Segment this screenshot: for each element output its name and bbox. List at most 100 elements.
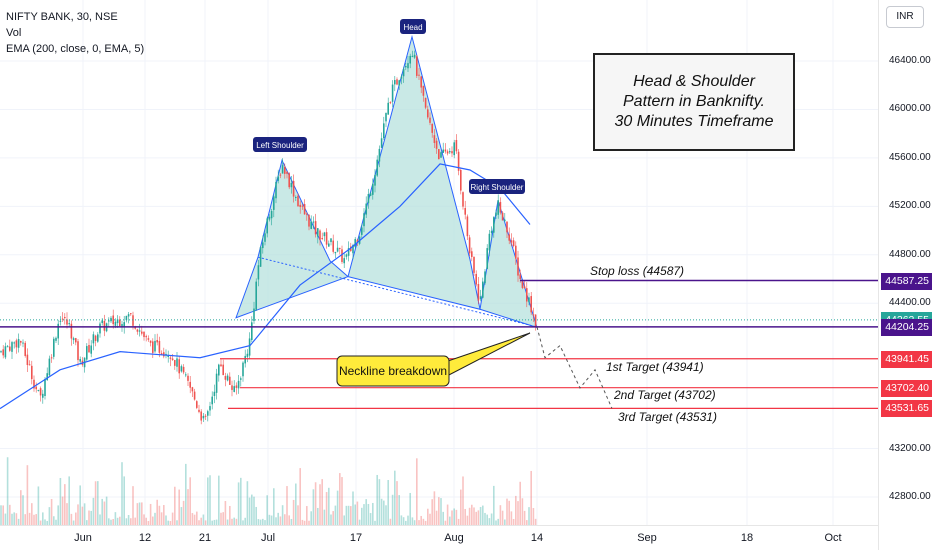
candle-body (506, 221, 508, 233)
candle-body (341, 249, 343, 262)
candle-body (389, 102, 392, 104)
candle-body (462, 192, 464, 207)
candle-body (519, 274, 521, 280)
volume-bar (416, 458, 418, 525)
candle-body (279, 174, 282, 176)
volume-bar (512, 518, 515, 525)
volume-bar (528, 507, 530, 525)
volume-bar (202, 514, 205, 525)
volume-bar (332, 511, 334, 525)
volume-bar (510, 511, 513, 525)
volume-bar (99, 514, 101, 525)
candle-body (314, 221, 317, 235)
svg-text:Left Shoulder: Left Shoulder (256, 141, 304, 150)
candle-body (493, 217, 495, 233)
volume-bar (376, 474, 378, 525)
volume-bar (46, 520, 48, 525)
candle-body (378, 148, 381, 162)
volume-bar (402, 517, 405, 525)
volume-bar (53, 516, 55, 525)
candle-body (495, 212, 497, 216)
volume-bar (347, 505, 350, 525)
candle-body (163, 352, 165, 357)
volume-bar (279, 516, 282, 525)
candle-body (383, 123, 385, 139)
candle-body (189, 381, 191, 388)
volume-bar (55, 519, 57, 525)
volume-bar (259, 519, 262, 525)
candle-body (11, 342, 13, 352)
candle-body (176, 358, 178, 367)
candle-body (455, 139, 458, 152)
volume-bar (440, 498, 442, 525)
volume-bar (449, 516, 451, 525)
candle-body (99, 323, 101, 334)
volume-bar (26, 465, 29, 525)
volume-bar (431, 499, 433, 525)
volume-bar (218, 475, 220, 525)
volume-bar (490, 513, 493, 525)
volume-bar (66, 503, 68, 525)
candles (0, 50, 537, 425)
volume-bar (171, 512, 174, 525)
volume-bar (424, 520, 427, 525)
candle-body (457, 151, 460, 171)
volume-bar (114, 512, 117, 525)
volume-indicator-label[interactable]: Vol (6, 27, 22, 39)
volume-bar (455, 509, 458, 525)
candle-body (420, 76, 422, 88)
volume-bar (292, 499, 295, 525)
candle-body (200, 411, 202, 421)
candle-body (167, 356, 169, 358)
volume-bar (398, 495, 400, 525)
candle-body (64, 317, 66, 319)
volume-bar (438, 497, 440, 525)
volume-bar (508, 500, 510, 525)
candle-body (413, 54, 416, 58)
candle-body (171, 358, 174, 361)
volume-bar (37, 486, 40, 525)
candle-body (504, 219, 506, 222)
volume-bar (471, 504, 473, 525)
volume-bar (499, 505, 502, 525)
candle-body (517, 257, 519, 276)
candle-body (218, 364, 220, 376)
volume-bar (182, 500, 185, 525)
candle-body (345, 254, 348, 257)
target-2-label: 2nd Target (43702) (613, 388, 716, 402)
candle-body (416, 56, 418, 76)
candle-body (6, 346, 9, 348)
currency-button[interactable]: INR (886, 6, 924, 28)
time-axis[interactable]: Jun 12 21 Jul 17 Aug 14 Sep 18 Oct (0, 525, 878, 551)
note-line-1: Head & Shoulder (633, 73, 755, 90)
volume-bar (365, 499, 367, 525)
candle-body (86, 346, 88, 360)
volume-bar (154, 512, 156, 525)
price-axis[interactable]: 46400.00 46000.00 45600.00 45200.00 44800.00… (878, 0, 932, 550)
candle-body (178, 359, 180, 374)
candle-body (297, 195, 299, 207)
candle-body (501, 212, 504, 221)
candle-body (385, 113, 387, 122)
volume-bar (101, 498, 103, 525)
candle-body (196, 401, 198, 408)
volume-bar (79, 485, 81, 525)
x-tick-label: 17 (349, 532, 363, 544)
volume-bar (354, 504, 356, 525)
candle-body (88, 344, 90, 353)
price-label: 44587.25 (881, 272, 932, 290)
volume-bar (504, 519, 506, 525)
candle-body (121, 324, 123, 328)
volume-bar (420, 515, 422, 525)
volume-bar (61, 496, 64, 525)
volume-bar (9, 504, 11, 525)
volume-bar (275, 517, 277, 525)
volume-bar (374, 520, 376, 525)
candle-body (187, 375, 189, 381)
ema-indicator-label[interactable]: EMA (200, close, 0, EMA, 5) (6, 43, 145, 55)
volume-bar (185, 463, 187, 525)
volume-bar (389, 518, 392, 525)
candle-body (240, 378, 242, 380)
volume-bar (341, 477, 343, 525)
candle-body (207, 411, 209, 416)
